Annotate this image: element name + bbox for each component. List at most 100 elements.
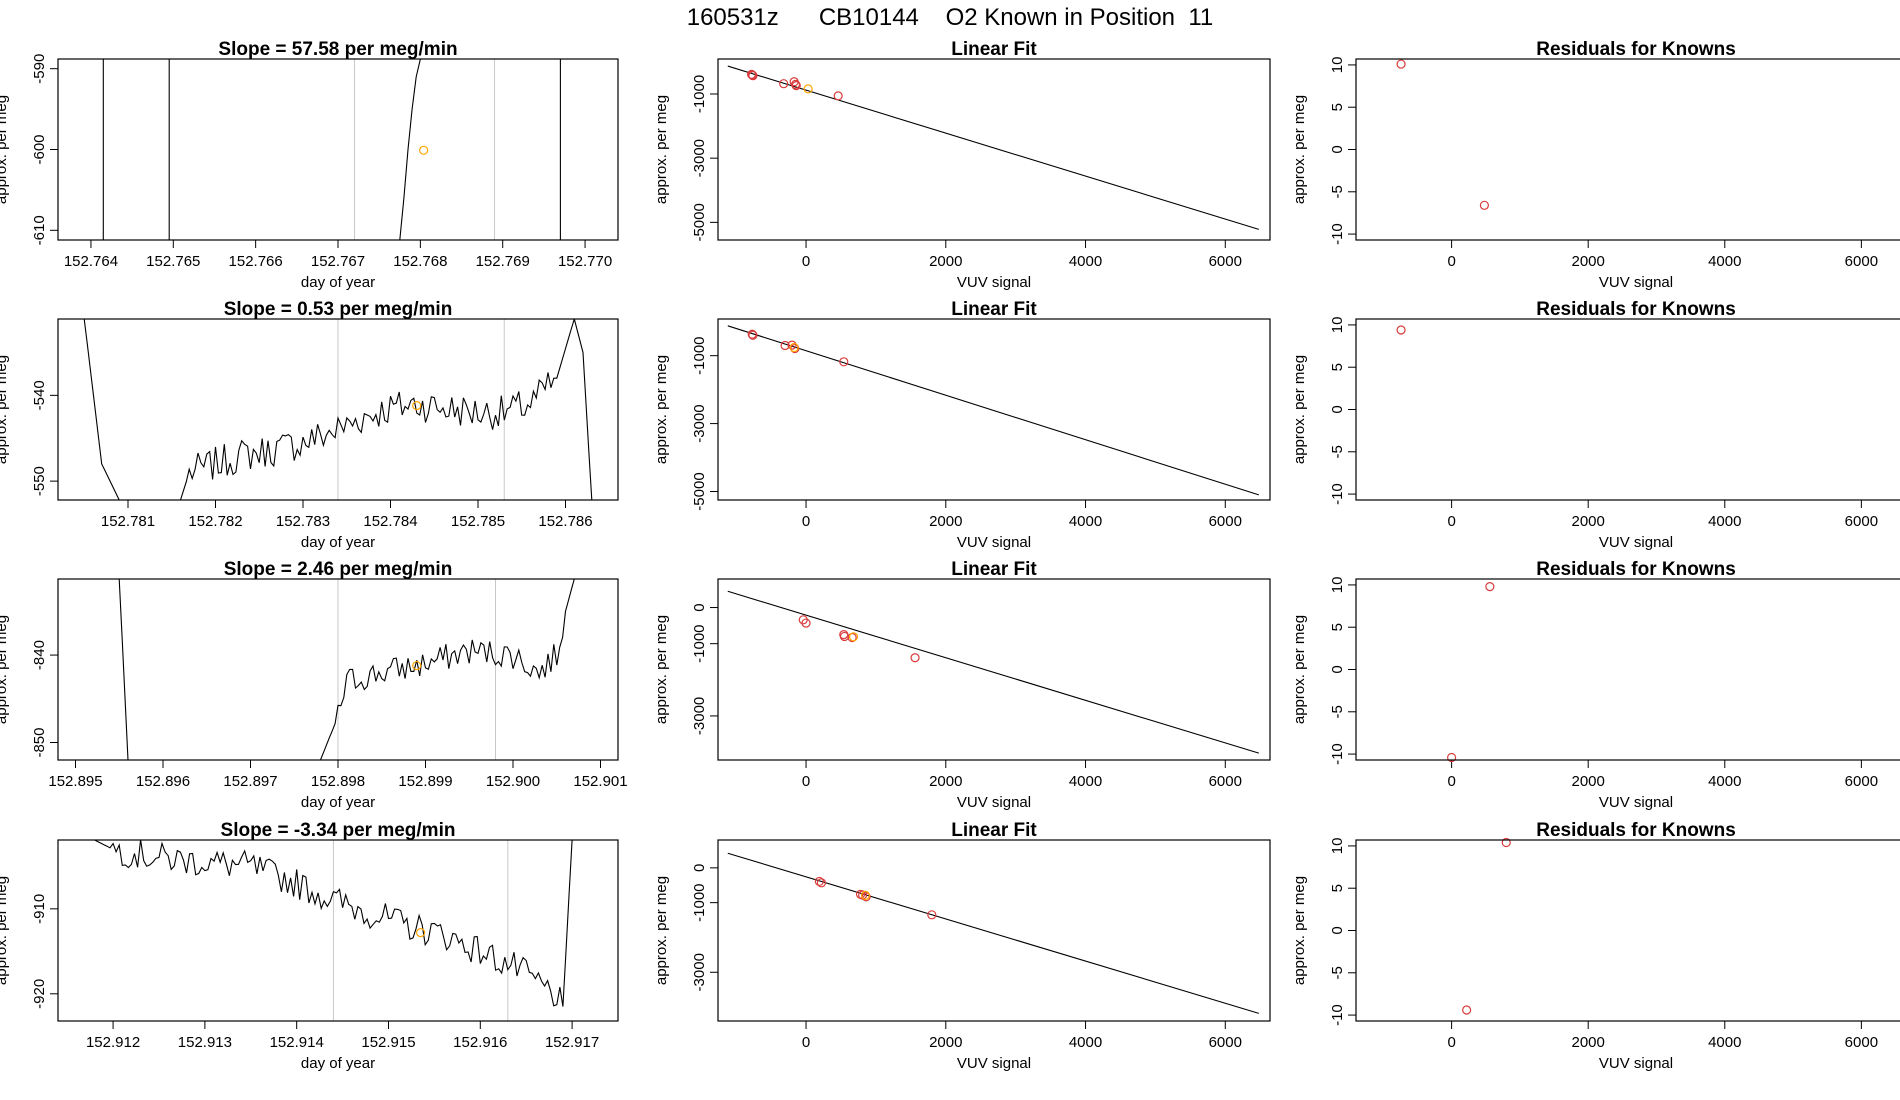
y-axis-label: approx. per meg (1291, 876, 1308, 985)
y-tick-label: -3000 (691, 697, 708, 735)
x-tick-label: 152.782 (188, 513, 242, 530)
x-tick-label: 2000 (1572, 773, 1605, 790)
trace-line (118, 579, 575, 760)
y-axis-label: approx. per meg (0, 355, 10, 464)
known-point (910, 653, 920, 663)
x-tick-label: 152.896 (136, 773, 190, 790)
y-tick-label: 10 (1329, 838, 1346, 855)
y-tick-label: -540 (31, 380, 48, 410)
x-tick-label: 152.900 (486, 773, 540, 790)
plot-frame (717, 318, 1271, 501)
known-point (1501, 837, 1511, 848)
plot-frame (1355, 578, 1900, 761)
y-axis-label: approx. per meg (653, 355, 670, 464)
y-tick-label: 5 (1329, 363, 1346, 371)
fit-line (727, 852, 1259, 1014)
y-tick-label: 0 (1329, 926, 1346, 934)
y-tick-label: -10 (1329, 223, 1346, 245)
y-tick-label: -850 (31, 727, 48, 757)
x-tick-label: 4000 (1069, 773, 1102, 790)
x-tick-label: 0 (802, 513, 810, 530)
y-tick-label: 5 (1329, 623, 1346, 631)
x-tick-label: 152.764 (64, 253, 118, 270)
x-tick-label: 152.917 (545, 1034, 599, 1051)
y-tick-label: -610 (31, 215, 48, 245)
x-tick-label: 152.769 (476, 253, 530, 270)
sample-point (412, 660, 422, 671)
y-axis-label: approx. per meg (0, 95, 10, 204)
known-point (746, 69, 757, 80)
x-tick-label: 152.916 (453, 1034, 507, 1051)
known-point (833, 91, 843, 101)
known-point (1396, 325, 1406, 335)
x-tick-label: 0 (1447, 773, 1455, 790)
y-tick-label: -1000 (691, 336, 708, 374)
y-axis-label: approx. per meg (1291, 355, 1308, 464)
known-point (747, 329, 757, 339)
panel-title: Linear Fit (951, 39, 1037, 60)
x-tick-label: 6000 (1845, 773, 1878, 790)
x-tick-label: 152.765 (146, 253, 200, 270)
x-axis-label: day of year (301, 1055, 375, 1072)
known-point (1485, 582, 1495, 592)
x-tick-label: 2000 (1572, 1034, 1605, 1051)
y-tick-label: -1000 (691, 75, 708, 113)
known-point (1479, 200, 1489, 210)
y-tick-label: 0 (691, 864, 708, 872)
y-tick-label: -1000 (691, 883, 708, 921)
x-tick-label: 152.898 (311, 773, 365, 790)
y-tick-label: -10 (1329, 483, 1346, 505)
y-tick-label: 0 (691, 603, 708, 611)
known-point (1462, 1005, 1472, 1015)
plot-frame (717, 578, 1271, 761)
y-tick-label: -5000 (691, 472, 708, 510)
x-tick-label: 152.915 (361, 1034, 415, 1051)
x-tick-label: 0 (802, 773, 810, 790)
y-tick-label: 5 (1329, 884, 1346, 892)
x-tick-label: 152.785 (451, 513, 505, 530)
y-tick-label: -10 (1329, 743, 1346, 765)
sample-point (789, 342, 799, 353)
y-tick-label: -910 (31, 894, 48, 924)
x-tick-label: 4000 (1708, 773, 1741, 790)
x-tick-label: 152.766 (229, 253, 283, 270)
panel-title: Slope = 0.53 per meg/min (224, 299, 453, 320)
known-point (748, 330, 758, 340)
x-tick-label: 4000 (1708, 513, 1741, 530)
page-title: 160531z CB10144 O2 Known in Position 11 (686, 4, 1214, 31)
y-tick-label: 10 (1329, 57, 1346, 74)
x-tick-label: 0 (1447, 253, 1455, 270)
x-tick-label: 6000 (1209, 253, 1242, 270)
fit-panel-row-2: Linear Fit VUV signal approx. per meg 0 2000… (653, 299, 1271, 551)
panel-title: Linear Fit (951, 559, 1037, 580)
x-axis-label: VUV signal (957, 274, 1031, 291)
x-tick-label: 2000 (929, 773, 962, 790)
x-tick-label: 4000 (1708, 253, 1741, 270)
known-point (780, 340, 790, 351)
known-point (801, 618, 811, 628)
y-axis-label: approx. per meg (0, 615, 10, 724)
residuals-panel-row-4: Residuals for Knowns VUV signal approx. pe… (1291, 820, 1900, 1072)
x-tick-label: 152.767 (311, 253, 365, 270)
x-axis-label: VUV signal (1599, 794, 1673, 811)
known-point (748, 71, 758, 81)
plot-frame (1355, 839, 1900, 1022)
y-axis-label: approx. per meg (653, 95, 670, 204)
x-tick-label: 152.897 (223, 773, 277, 790)
x-tick-label: 152.901 (573, 773, 627, 790)
y-tick-label: 0 (1329, 405, 1346, 413)
fit-line (727, 590, 1259, 754)
known-point (1447, 752, 1457, 763)
residuals-panel-row-3: Residuals for Knowns VUV signal approx. pe… (1291, 559, 1900, 811)
known-point (927, 910, 937, 920)
x-tick-label: 0 (802, 1034, 810, 1051)
x-tick-label: 152.783 (276, 513, 330, 530)
known-point (790, 343, 800, 354)
trace-line (83, 319, 593, 500)
sample-point (419, 145, 429, 155)
known-point (779, 79, 789, 89)
x-tick-label: 2000 (929, 253, 962, 270)
y-tick-label: 10 (1329, 317, 1346, 334)
x-axis-label: VUV signal (1599, 534, 1673, 551)
x-tick-label: 4000 (1069, 253, 1102, 270)
